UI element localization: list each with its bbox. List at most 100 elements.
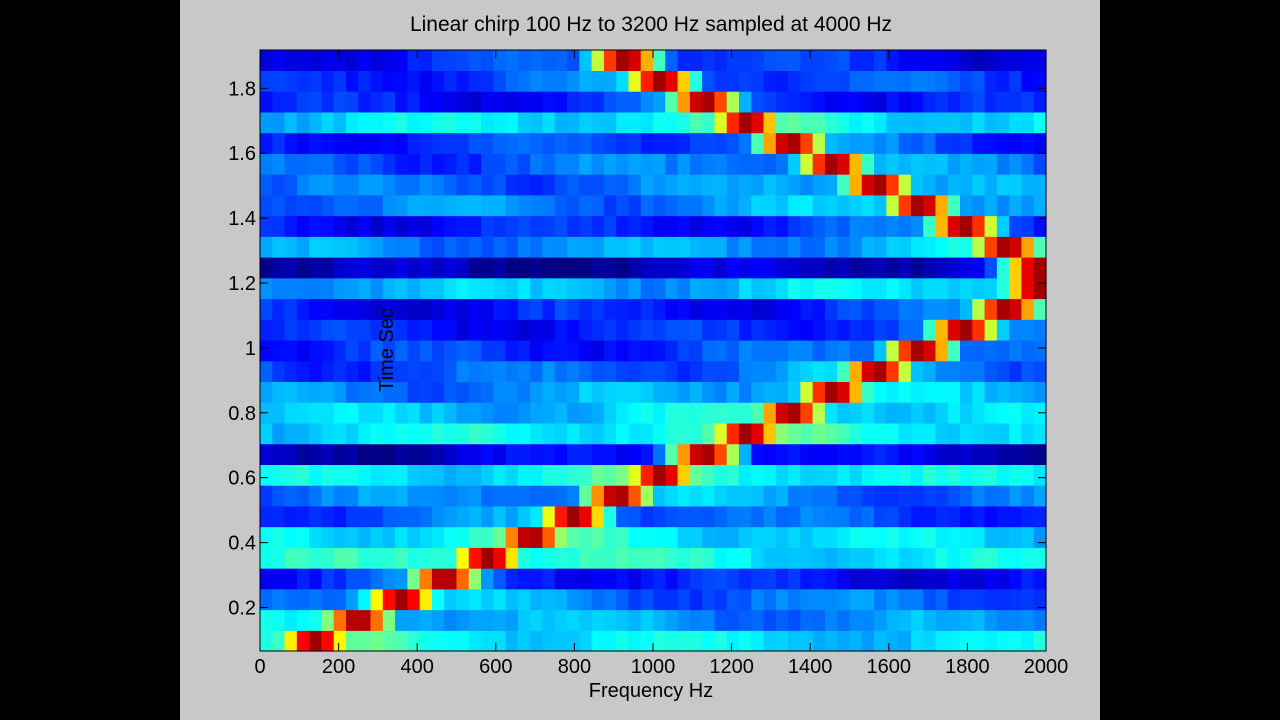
heatmap-cell [653,568,666,590]
heatmap-cell [505,443,519,465]
heatmap-cell [677,153,691,175]
heatmap-cell [886,505,900,528]
heatmap-cell [542,568,556,590]
heatmap-cell [984,153,998,175]
heatmap-cell [849,422,863,445]
heatmap-cell [419,339,433,362]
heatmap-cell [763,485,777,507]
heatmap-cell [935,298,949,320]
heatmap-cell [468,319,482,341]
heatmap-cell [861,568,875,590]
heatmap-cell [1009,257,1023,279]
heatmap-cell [947,360,961,383]
heatmap-cell [849,360,863,383]
heatmap-cell [665,547,679,569]
heatmap-cell [751,174,765,196]
heatmap-cell [628,339,642,362]
heatmap-cell [272,588,286,611]
heatmap-cell [431,215,445,237]
heatmap-cell [935,153,949,175]
heatmap-cell [788,111,801,134]
heatmap-cell [260,505,273,528]
heatmap-cell [726,464,740,486]
heatmap-cell [468,339,482,362]
heatmap-cell [738,526,752,548]
heatmap-cell [272,402,286,424]
heatmap-cell [984,422,998,445]
heatmap-cell [395,360,408,383]
heatmap-cell [960,526,973,548]
heatmap-cell [333,568,347,590]
heatmap-cell [628,402,642,424]
heatmap-cell [751,70,765,92]
heatmap-cell [996,111,1010,134]
heatmap-cell [996,298,1010,320]
heatmap-cell [738,485,752,507]
heatmap-cell [788,132,801,154]
heatmap-cell [530,630,544,652]
heatmap-cell [542,298,556,320]
heatmap-cell [567,236,580,258]
heatmap-cell [395,464,408,486]
heatmap-cell [849,609,863,631]
heatmap-cell [874,588,887,611]
heatmap-cell [407,526,421,548]
heatmap-cell [309,505,323,528]
heatmap-cell [554,215,568,237]
heatmap-cell [358,630,372,652]
heatmap-cell [309,236,323,258]
heatmap-cell [554,588,568,611]
heatmap-cell [640,174,654,196]
heatmap-cell [812,339,826,362]
heatmap-cell [935,547,949,569]
heatmap-cell [628,153,642,175]
heatmap-cell [431,174,445,196]
heatmap-cell [481,630,494,652]
heatmap-cell [542,547,556,569]
heatmap-cell [616,609,630,631]
heatmap-cell [738,174,752,196]
heatmap-cell [431,381,445,403]
heatmap-cell [714,339,728,362]
heatmap-cell [947,174,961,196]
heatmap-cell [800,526,814,548]
heatmap-cell [702,402,716,424]
heatmap-cell [689,174,703,196]
heatmap-cell [284,257,298,279]
heatmap-cell [517,70,531,92]
heatmap-cell [898,111,912,134]
heatmap-cell [382,194,396,217]
heatmap-cell [996,132,1010,154]
heatmap-cell [296,547,310,569]
heatmap-cell [861,257,875,279]
heatmap-cell [726,49,740,71]
heatmap-cell [775,277,789,300]
heatmap-cell [775,132,789,154]
heatmap-cell [775,630,789,652]
heatmap-cell [395,49,408,71]
heatmap-cell [1021,443,1035,465]
heatmap-cell [382,153,396,175]
heatmap-cell [517,298,531,320]
heatmap-cell [468,485,482,507]
heatmap-cell [530,526,544,548]
heatmap-cell [738,443,752,465]
heatmap-cell [837,111,851,134]
heatmap-cell [1033,547,1047,569]
heatmap-cell [763,339,777,362]
heatmap-cell [358,298,372,320]
heatmap-cell [775,547,789,569]
heatmap-cell [689,588,703,611]
heatmap-cell [603,49,617,71]
heatmap-cell [726,485,740,507]
heatmap-cell [947,70,961,92]
heatmap-cell [554,257,568,279]
heatmap-cell [960,422,973,445]
heatmap-cell [775,402,789,424]
heatmap-cell [886,132,900,154]
heatmap-cell [812,174,826,196]
heatmap-cell [947,257,961,279]
heatmap-cell [653,319,666,341]
heatmap-cell [653,485,666,507]
heatmap-cell [738,257,752,279]
